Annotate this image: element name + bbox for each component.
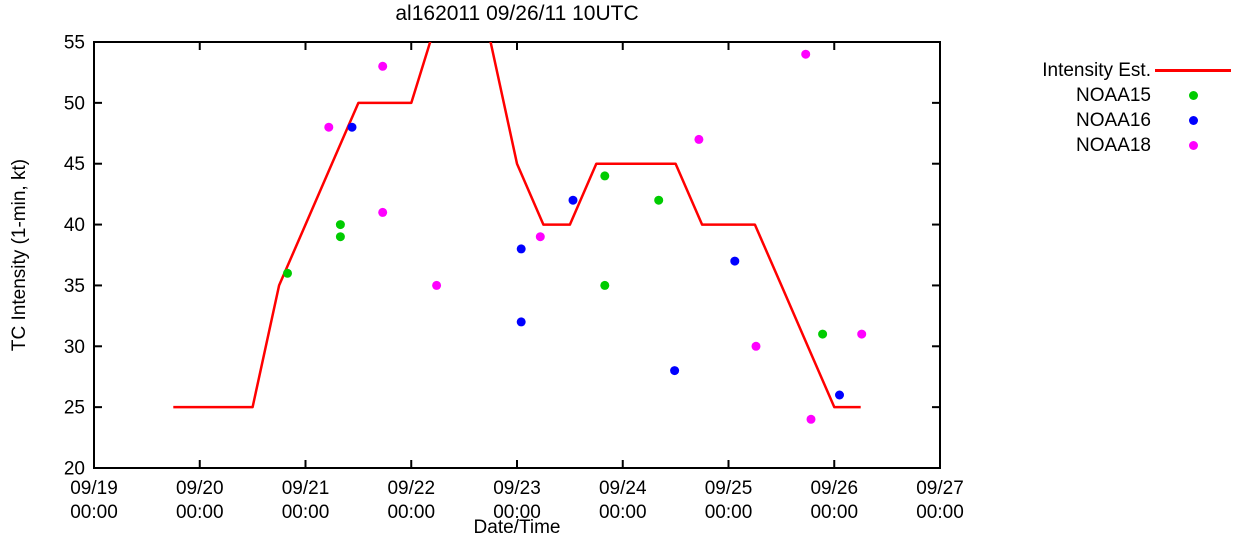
x-axis-label: Date/Time [473,517,561,538]
point-NOAA16 [516,244,526,254]
y-tick-label: 40 [64,215,85,236]
point-NOAA15 [600,280,610,290]
legend-item: Intensity Est. [992,58,1235,83]
chart-title: al162011 09/26/11 10UTC [395,2,639,25]
point-NOAA16 [670,366,680,376]
x-tick-time: 00:00 [810,502,858,523]
legend-label: NOAA16 [1076,109,1151,131]
dot-sample-icon [1188,91,1198,100]
x-tick-time: 00:00 [282,502,330,523]
y-tick-label: 25 [64,398,85,419]
legend-label: NOAA15 [1076,84,1151,106]
x-tick-time: 00:00 [70,502,118,523]
series-intensity-line [173,42,861,409]
y-tick-label: 20 [64,459,85,480]
x-tick-date: 09/26 [810,478,858,499]
y-tick-label: 45 [64,154,85,175]
x-tick-date: 09/21 [282,478,330,499]
point-NOAA15 [335,232,345,242]
point-NOAA18 [324,122,334,132]
legend-item: NOAA15 [992,83,1235,108]
point-NOAA18 [378,61,388,71]
point-NOAA15 [335,220,345,230]
legend: Intensity Est. NOAA15 NOAA16 NOAA18 [992,58,1235,158]
legend-item: NOAA16 [992,108,1235,133]
point-NOAA16 [347,122,357,132]
point-NOAA16 [516,317,526,327]
y-tick-label: 30 [64,337,85,358]
point-NOAA18 [751,341,761,351]
x-tick-date: 09/25 [705,478,753,499]
point-NOAA18 [857,329,867,339]
point-NOAA18 [694,134,704,144]
point-NOAA18 [535,232,545,242]
legend-dot-swatch [1151,91,1235,100]
point-NOAA16 [730,256,740,266]
point-NOAA15 [654,195,664,205]
y-tick-label: 35 [64,276,85,297]
legend-dot-swatch [1151,116,1235,125]
plot-border [93,41,941,469]
legend-dot-swatch [1151,141,1235,150]
x-tick-date: 09/19 [70,478,118,499]
x-tick-time: 00:00 [599,502,647,523]
x-tick-date: 09/24 [599,478,647,499]
x-tick-time: 00:00 [916,502,964,523]
x-tick-date: 09/22 [387,478,435,499]
point-NOAA18 [801,49,811,59]
y-tick-label: 55 [64,33,85,54]
dot-sample-icon [1188,116,1198,125]
x-tick-date: 09/20 [176,478,224,499]
x-tick-time: 00:00 [176,502,224,523]
x-tick-time: 00:00 [387,502,435,523]
y-tick-label: 50 [64,93,85,114]
point-NOAA18 [806,414,816,424]
point-NOAA15 [600,171,610,181]
point-NOAA16 [835,390,844,400]
x-tick-time: 00:00 [493,502,541,523]
legend-item: NOAA18 [992,133,1235,158]
legend-label: Intensity Est. [1042,59,1151,81]
point-NOAA16 [568,195,578,205]
legend-label: NOAA18 [1076,134,1151,156]
point-NOAA18 [432,280,442,290]
point-NOAA18 [378,207,388,217]
point-NOAA15 [818,329,828,339]
point-NOAA15 [283,268,292,278]
x-tick-date: 09/23 [493,478,541,499]
legend-line-swatch [1151,69,1235,72]
x-tick-time: 00:00 [705,502,753,523]
x-tick-date: 09/27 [916,478,964,499]
line-sample-icon [1155,69,1231,72]
dot-sample-icon [1188,141,1198,150]
